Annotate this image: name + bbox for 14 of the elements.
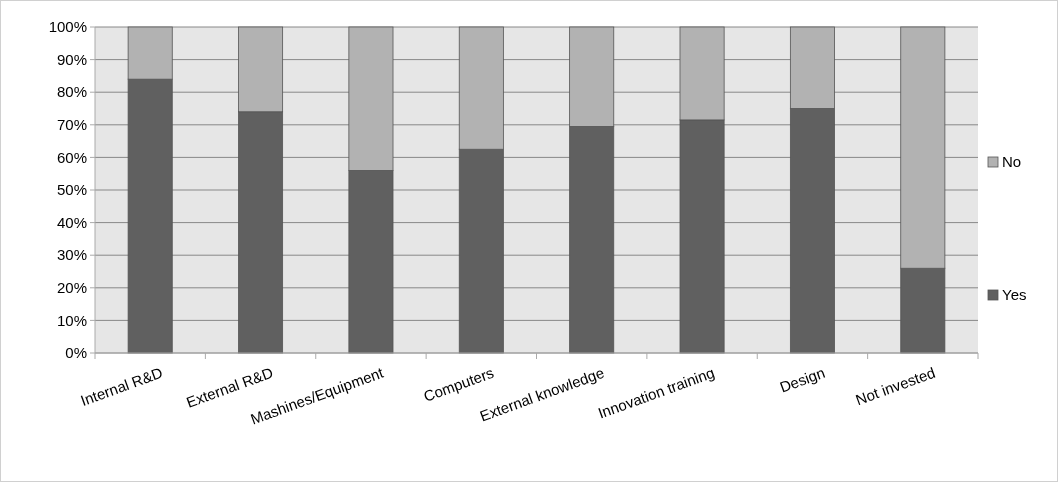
y-tick-label: 80%	[56, 83, 87, 101]
y-tick-label: 90%	[56, 50, 87, 68]
legend-label: Yes	[1002, 286, 1027, 304]
y-tick-label: 70%	[56, 116, 87, 134]
y-tick-label: 50%	[56, 181, 87, 199]
y-tick-label: 0%	[65, 344, 87, 362]
y-tick-label: 30%	[56, 246, 87, 264]
y-tick-label: 100%	[48, 18, 87, 36]
y-tick-label: 10%	[56, 311, 87, 329]
y-tick-label: 20%	[56, 279, 87, 297]
x-tick-label: Design	[777, 363, 828, 396]
legend-label: No	[1002, 153, 1022, 171]
y-tick-label: 60%	[56, 148, 87, 166]
y-tick-label: 40%	[56, 213, 87, 231]
